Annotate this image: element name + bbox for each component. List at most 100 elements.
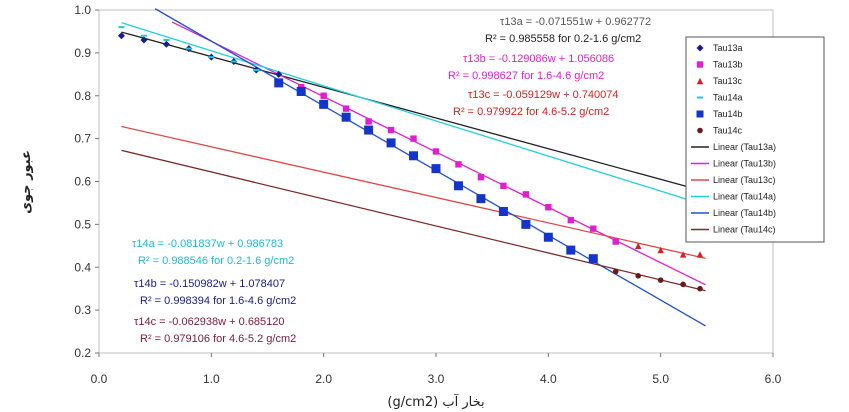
data-point-series-5	[296, 86, 306, 96]
data-point-series-2	[342, 105, 350, 112]
legend-label: Linear (Tau13a)	[713, 142, 776, 152]
data-point-series-4	[118, 26, 125, 29]
legend-label: Linear (Tau13b)	[713, 159, 776, 169]
data-point-series-4	[230, 60, 237, 63]
data-point-series-6	[657, 277, 664, 283]
data-point-series-5	[588, 254, 598, 264]
x-tick-label: 6.0	[765, 372, 782, 386]
equation-text: τ13b = -0.129086w + 1.056086	[463, 53, 614, 65]
legend-label: Tau14a	[713, 93, 743, 103]
data-point-series-3	[679, 251, 687, 258]
x-tick-label: 5.0	[652, 372, 669, 386]
plot-area	[98, 9, 774, 354]
equation-text: τ14a = -0.081837w + 0.986783	[132, 238, 283, 250]
legend-marker-series-6	[697, 127, 703, 134]
data-point-series-2	[455, 161, 462, 168]
equation-text: τ13a = -0.071551w + 0.962772	[500, 16, 651, 28]
r-squared-text: R² = 0.979922 for 4.6-5.2 g/cm2	[453, 106, 609, 118]
data-point-series-4	[185, 47, 192, 50]
y-tick-label: 0.3	[74, 303, 91, 317]
data-point-series-5	[453, 181, 463, 191]
x-axis-label: بخار آب (g/cm2)	[387, 393, 484, 410]
data-point-series-3	[635, 242, 642, 250]
data-point-series-3	[696, 251, 704, 258]
data-point-series-2	[387, 126, 395, 134]
data-point-series-4	[163, 39, 170, 42]
y-tick-label: 0.9	[74, 46, 91, 60]
trendline-3	[121, 125, 706, 259]
legend-marker-series-3	[696, 77, 704, 85]
y-axis-ticks: 0.2 0.3 0.4 0.5 0.6 0.7 0.8 0.9 1.0	[74, 3, 99, 360]
x-axis-ticks: 0.0 1.0 2.0 3.0 4.0 5.0 6.0	[91, 353, 782, 386]
data-point-series-4	[253, 69, 260, 72]
legend-marker-series-4	[697, 96, 703, 99]
data-point-series-4	[140, 34, 147, 37]
y-tick-label: 0.8	[74, 89, 91, 103]
y-axis-label: عبور جوی	[19, 150, 34, 214]
data-point-series-5	[274, 78, 284, 88]
r-squared-text: R² = 0.985558 for 0.2-1.6 g/cm2	[485, 33, 641, 45]
data-point-series-5	[498, 207, 508, 217]
data-point-series-6	[697, 285, 703, 292]
legend-label: Tau14b	[713, 109, 743, 119]
data-point-series-5	[409, 151, 419, 161]
data-point-series-2	[432, 148, 440, 155]
data-points	[117, 26, 704, 292]
data-point-series-2	[500, 182, 507, 189]
data-point-series-2	[567, 216, 574, 224]
data-point-series-1	[140, 36, 148, 44]
data-point-series-5	[431, 164, 441, 174]
data-point-series-4	[208, 56, 215, 59]
r-squared-text: R² = 0.979106 for 4.6-5.2 g/cm2	[140, 333, 296, 345]
legend-marker-series-5	[696, 110, 704, 118]
data-point-series-2	[365, 118, 372, 125]
x-tick-label: 1.0	[203, 372, 220, 386]
legend-marker-series-1	[696, 44, 704, 52]
data-point-series-2	[545, 204, 552, 211]
x-tick-label: 3.0	[428, 372, 445, 386]
data-point-series-2	[410, 135, 417, 142]
data-point-series-1	[162, 40, 170, 48]
data-point-series-5	[521, 219, 531, 229]
x-tick-label: 4.0	[540, 372, 557, 386]
y-tick-label: 0.6	[74, 175, 91, 189]
data-point-series-2	[590, 225, 597, 232]
equation-text: τ14c = -0.062938w + 0.685120	[134, 316, 285, 328]
data-point-series-5	[476, 194, 486, 204]
equation-annotations: τ13a = -0.071551w + 0.962772 R² = 0.98555…	[132, 16, 651, 345]
legend-marker-series-2	[696, 61, 704, 68]
x-tick-label: 0.0	[91, 372, 108, 386]
legend-label: Linear (Tau13c)	[713, 175, 776, 185]
y-tick-label: 0.4	[74, 260, 91, 274]
data-point-series-2	[612, 238, 619, 245]
data-point-series-6	[680, 281, 686, 288]
data-point-series-5	[543, 232, 553, 242]
data-point-series-5	[566, 245, 576, 255]
y-tick-label: 1.0	[74, 3, 91, 17]
data-point-series-5	[341, 112, 351, 122]
equation-text: τ14b = -0.150982w + 1.078407	[134, 278, 285, 290]
data-point-series-2	[522, 191, 530, 198]
y-tick-label: 0.7	[74, 132, 91, 146]
data-point-series-3	[657, 246, 664, 254]
legend-label: Tau13c	[713, 76, 743, 86]
legend-label: Linear (Tau14a)	[713, 192, 776, 202]
data-point-series-5	[364, 125, 374, 135]
legend: Tau13a Tau13b Tau13c Tau14a Tau14b Tau14c Line…	[685, 36, 825, 243]
r-squared-text: R² = 0.998627 for 1.6-4.6 g/cm2	[448, 70, 604, 82]
data-point-series-1	[117, 32, 125, 40]
trendline-1	[121, 31, 706, 193]
x-tick-label: 2.0	[315, 372, 332, 386]
y-tick-label: 0.5	[74, 217, 91, 231]
data-point-series-6	[612, 268, 619, 275]
legend-box	[685, 36, 825, 243]
legend-label: Tau13b	[713, 60, 743, 70]
equation-text: τ13c = -0.059129w + 0.740074	[468, 89, 619, 101]
legend-label: Linear (Tau14b)	[713, 208, 776, 218]
data-point-series-2	[320, 92, 327, 99]
data-point-series-1	[275, 70, 283, 78]
legend-label: Tau13a	[713, 43, 743, 53]
data-point-series-2	[477, 174, 485, 181]
y-tick-label: 0.2	[74, 346, 91, 360]
